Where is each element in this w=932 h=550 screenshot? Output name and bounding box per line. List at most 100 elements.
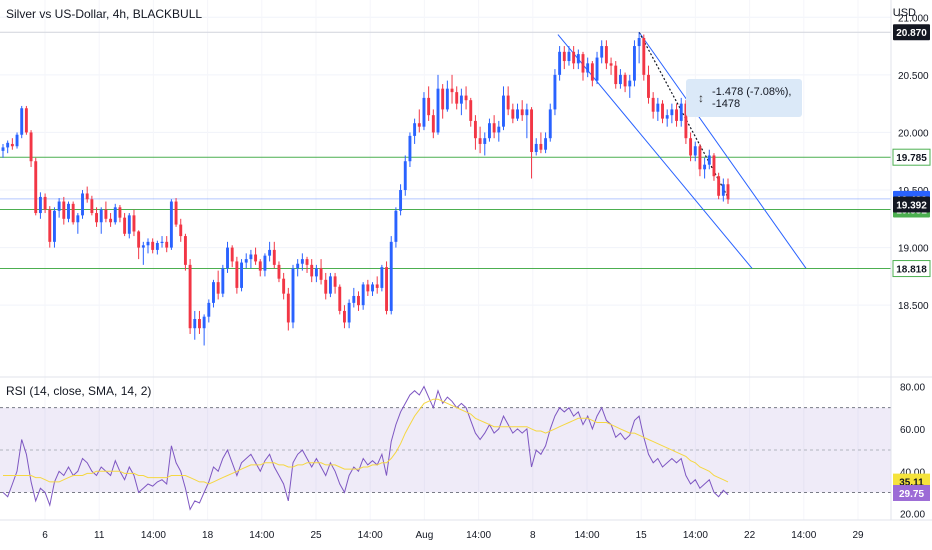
candle	[567, 46, 571, 66]
time-tick-label: 14:00	[358, 530, 383, 541]
level-badge: 19.785	[892, 148, 931, 166]
candle	[277, 261, 281, 283]
candle	[53, 207, 56, 248]
measure-tooltip[interactable]: ↕ -1.478 (-7.08%), -1478	[686, 79, 802, 117]
candle	[525, 103, 529, 139]
grid	[0, 16, 891, 306]
channel-lower-line[interactable]	[557, 34, 753, 269]
candle	[263, 253, 267, 277]
candle	[665, 109, 669, 127]
candle	[132, 209, 136, 237]
candle	[450, 74, 454, 104]
candle	[600, 40, 604, 64]
candle	[427, 86, 431, 121]
time-tick-label: 14:00	[249, 530, 274, 541]
candle	[268, 241, 272, 262]
candle	[516, 103, 519, 121]
candle	[623, 72, 627, 93]
candle	[403, 155, 407, 196]
time-tick-label: 14:00	[683, 530, 708, 541]
channel-upper-line[interactable]	[638, 31, 807, 269]
candle	[104, 201, 108, 223]
candle	[300, 253, 304, 271]
level-badge: 18.818	[892, 260, 931, 278]
candle	[422, 92, 426, 131]
candle	[38, 192, 42, 219]
price-tick-label: 20.000	[898, 128, 929, 139]
candle	[249, 249, 253, 269]
candle	[57, 198, 61, 218]
candle	[296, 259, 300, 277]
candle	[703, 157, 707, 179]
candle	[394, 207, 398, 248]
candle	[530, 107, 533, 179]
candle	[226, 241, 229, 273]
candle	[651, 92, 655, 119]
candle	[478, 126, 482, 154]
candle	[137, 230, 141, 260]
candle	[347, 299, 351, 329]
candle	[324, 272, 328, 300]
price-badge: 20.870	[893, 24, 930, 41]
chart-title: Silver vs US-Dollar, 4h, BLACKBULL	[6, 7, 203, 21]
rsi-tick-label: 20.00	[900, 510, 925, 521]
candle	[721, 178, 725, 202]
rsi-tick-label: 80.00	[900, 382, 925, 393]
rsi-axis: 80.00 60.00 40.00 20.00	[900, 382, 925, 520]
candle	[15, 132, 19, 149]
trend-channel[interactable]	[557, 31, 807, 269]
candle	[520, 100, 524, 121]
candle	[34, 157, 38, 216]
candle	[338, 284, 342, 315]
svg-text:19.392: 19.392	[896, 200, 927, 211]
candle	[202, 314, 206, 346]
price-badges: 19.78519.33118.81820.87019.42319.39235.1…	[892, 24, 931, 501]
candle	[604, 40, 608, 70]
candles	[1, 32, 730, 346]
candle	[469, 97, 473, 127]
candle	[497, 120, 501, 142]
price-tick-label: 18.500	[898, 301, 929, 312]
candle	[689, 132, 693, 162]
currency-label: USD	[892, 7, 916, 19]
svg-text:19.785: 19.785	[896, 153, 927, 164]
candle	[590, 61, 594, 87]
candle	[399, 184, 403, 216]
candle	[151, 238, 155, 254]
measure-label: -1.478 (-7.08%), -1478	[712, 86, 792, 110]
candle	[642, 34, 646, 81]
candle	[661, 100, 664, 124]
candle	[572, 46, 576, 70]
time-axis[interactable]: 6 11 14:00 18 14:00 25 14:00 Aug 14:00 8 14:00 15 14…	[42, 530, 864, 541]
candle	[483, 132, 487, 156]
time-tick-label: 15	[636, 530, 648, 541]
svg-text:20.870: 20.870	[896, 28, 927, 39]
candle	[726, 178, 730, 204]
rsi-lines	[2, 385, 729, 511]
candle	[558, 46, 562, 81]
measure-arrows-icon: ↕	[698, 91, 704, 105]
candle	[502, 86, 505, 131]
candle	[165, 236, 169, 253]
candle	[670, 103, 674, 124]
candle	[717, 172, 721, 200]
candle	[76, 213, 80, 234]
candle	[291, 264, 295, 329]
candle	[230, 245, 234, 268]
candle	[343, 305, 346, 329]
candle	[90, 195, 94, 216]
candle	[328, 272, 332, 298]
time-tick-label: 14:00	[141, 530, 166, 541]
candle	[81, 190, 84, 219]
candle	[389, 236, 393, 315]
candle	[258, 259, 262, 277]
candle	[244, 253, 248, 269]
candle	[441, 84, 445, 119]
candle	[385, 261, 388, 315]
candle	[534, 138, 538, 156]
candle	[254, 247, 258, 265]
candle	[141, 241, 145, 265]
candle	[375, 276, 379, 294]
candle	[684, 100, 688, 144]
